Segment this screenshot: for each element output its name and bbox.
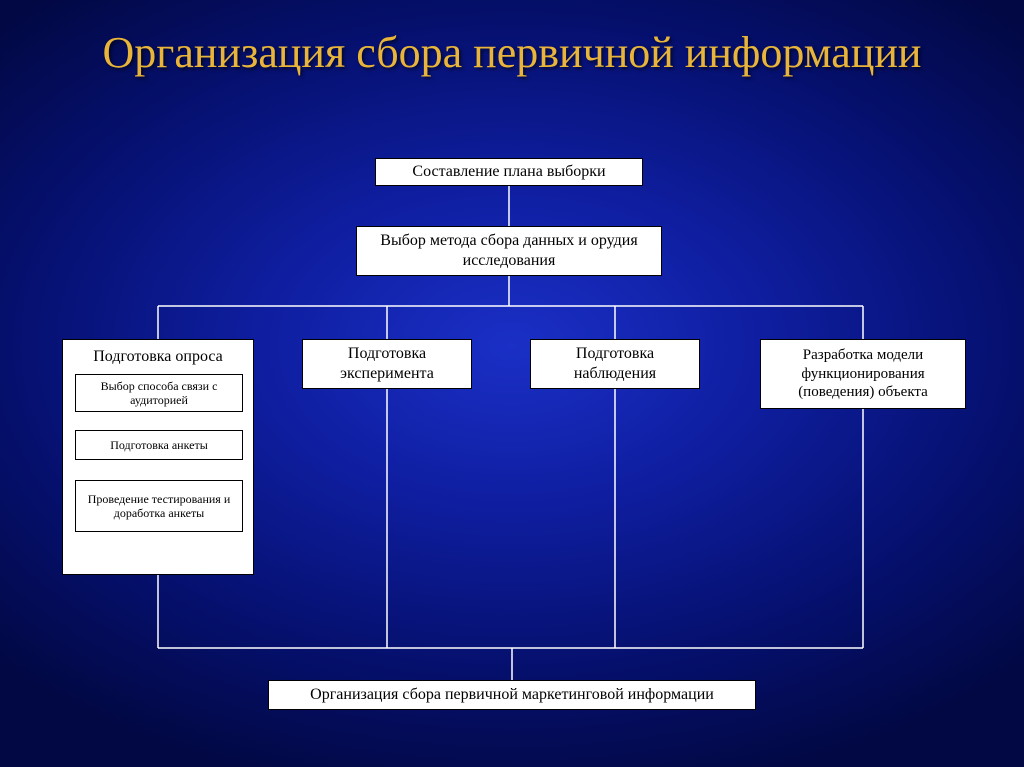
node-organizatsiya-sbora: Организация сбора первичной маркетингово… [268,680,756,710]
node-podgotovka-oprosa-container: Подготовка опроса Выбор способа связи с … [62,339,254,575]
node-podgotovka-eksperimenta: Подготовка эксперимента [302,339,472,389]
node-razrabotka-modeli: Разработка модели функционирования (пове… [760,339,966,409]
node-podgotovka-nabludeniya: Подготовка наблюдения [530,339,700,389]
node-podgotovka-oprosa-title: Подготовка опроса [63,348,253,366]
node-vybor-metoda: Выбор метода сбора данных и орудия иссле… [356,226,662,276]
slide-title: Организация сбора первичной информации [0,28,1024,79]
slide: Организация сбора первичной информации С… [0,0,1024,767]
subnode-testirovanie-ankety: Проведение тестирования и доработка анке… [75,480,243,532]
subnode-podgotovka-ankety: Подготовка анкеты [75,430,243,460]
node-plan-vyborki: Составление плана выборки [375,158,643,186]
subnode-vybor-sposoba-svyazi: Выбор способа связи с аудиторией [75,374,243,412]
